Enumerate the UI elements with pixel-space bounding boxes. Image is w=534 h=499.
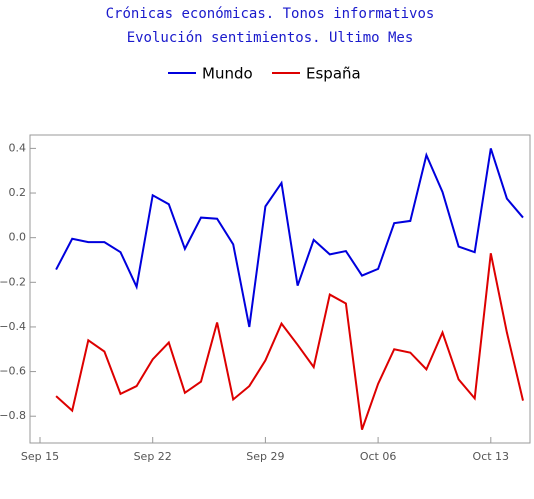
chart-subtitle: Evolución sentimientos. Ultimo Mes — [127, 30, 414, 46]
legend-label: España — [306, 65, 361, 83]
y-tick-label: −0.8 — [0, 409, 26, 422]
x-tick-label: Oct 06 — [360, 450, 397, 463]
y-tick-label: −0.4 — [0, 320, 26, 333]
chart-title: Crónicas económicas. Tonos informativos — [106, 6, 435, 22]
legend-label: Mundo — [202, 65, 253, 83]
y-tick-label: 0.2 — [9, 186, 27, 199]
x-tick-label: Oct 13 — [473, 450, 510, 463]
x-tick-label: Sep 22 — [134, 450, 172, 463]
y-tick-label: 0.4 — [9, 141, 27, 154]
plot-frame — [29, 134, 531, 444]
x-tick-label: Sep 15 — [21, 450, 59, 463]
line-series — [55, 148, 524, 328]
line-series — [55, 253, 524, 430]
y-tick-label: 0.0 — [9, 231, 27, 244]
y-tick-label: −0.2 — [0, 275, 26, 288]
x-tick-label: Sep 29 — [246, 450, 284, 463]
y-tick-label: −0.6 — [0, 365, 26, 378]
